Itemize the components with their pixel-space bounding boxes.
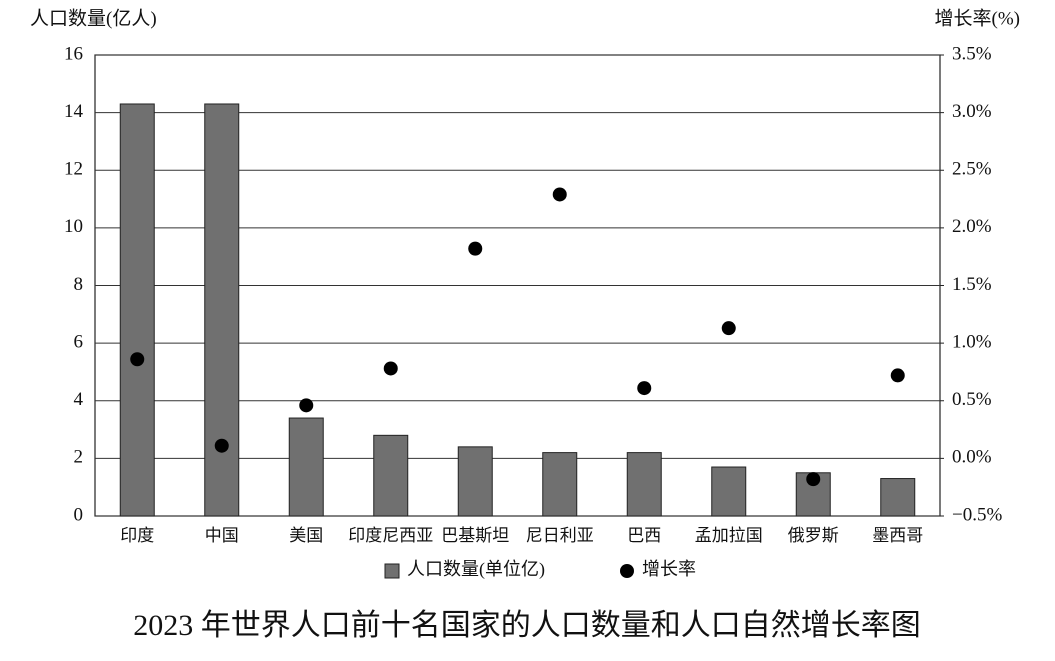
x-tick-label: 孟加拉国: [695, 526, 763, 545]
y-tick-label: 10: [64, 216, 83, 237]
legend-swatch: [620, 564, 634, 578]
x-tick-label: 尼日利亚: [526, 526, 594, 545]
x-tick-label: 巴基斯坦: [441, 526, 509, 545]
y-tick-label: 16: [64, 43, 83, 64]
y-tick-label: 14: [64, 101, 84, 122]
point: [890, 368, 905, 383]
x-tick-label: 中国: [205, 526, 239, 545]
bar: [542, 452, 578, 517]
y-tick-label: 0: [74, 504, 84, 525]
y2-tick-label: 2.5%: [952, 159, 992, 180]
bar: [880, 478, 916, 517]
bar: [373, 434, 409, 517]
point: [721, 321, 736, 336]
bar: [288, 417, 324, 517]
y2-axis-title: 增长率(%): [935, 7, 1020, 29]
y2-tick-label: 3.5%: [952, 43, 992, 64]
point: [130, 352, 145, 367]
point: [468, 241, 483, 256]
legend-label: 人口数量(单位亿): [407, 559, 545, 580]
y-tick-label: 2: [74, 447, 84, 468]
y2-tick-label: −0.5%: [952, 504, 1002, 525]
x-tick-label: 印度: [120, 526, 154, 545]
point: [806, 472, 821, 487]
y-axis-title: 人口数量(亿人): [30, 7, 157, 29]
y-tick-label: 6: [74, 331, 84, 352]
y2-tick-label: 0.0%: [952, 447, 992, 468]
point: [383, 361, 398, 376]
y-tick-label: 8: [74, 274, 84, 295]
bar: [457, 446, 493, 517]
point: [552, 187, 567, 202]
x-tick-label: 俄罗斯: [788, 526, 839, 545]
y-tick-label: 4: [74, 389, 84, 410]
bar: [119, 103, 155, 517]
point: [299, 398, 314, 413]
legend-label: 增长率: [642, 559, 696, 579]
y2-tick-label: 1.0%: [952, 331, 992, 352]
bar: [626, 452, 662, 517]
x-tick-label: 墨西哥: [872, 526, 923, 545]
y-tick-label: 12: [64, 159, 83, 180]
y2-tick-label: 2.0%: [952, 216, 992, 237]
y2-tick-label: 0.5%: [952, 389, 992, 410]
bar: [711, 466, 747, 517]
y2-tick-label: 3.0%: [952, 101, 992, 122]
chart-title: 2023 年世界人口前十名国家的人口数量和人口自然增长率图: [133, 609, 921, 642]
point: [637, 381, 652, 396]
legend-swatch: [384, 563, 400, 579]
point: [214, 438, 229, 453]
x-tick-label: 印度尼西亚: [348, 526, 433, 545]
x-tick-label: 巴西: [627, 526, 661, 545]
x-tick-label: 美国: [289, 526, 323, 545]
y2-tick-label: 1.5%: [952, 274, 992, 295]
bar: [204, 103, 240, 517]
